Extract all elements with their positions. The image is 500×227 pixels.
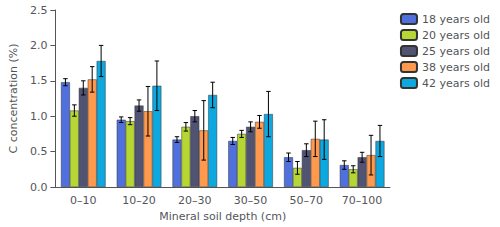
svg-text:0.0: 0.0 — [30, 181, 48, 194]
svg-text:10–20: 10–20 — [122, 194, 156, 207]
svg-text:25 years old: 25 years old — [422, 45, 490, 58]
svg-text:18 years old: 18 years old — [422, 13, 490, 26]
svg-text:42 years old: 42 years old — [422, 77, 490, 90]
svg-text:50–70: 50–70 — [290, 194, 324, 207]
svg-text:30–50: 30–50 — [234, 194, 267, 207]
svg-text:2.0: 2.0 — [30, 39, 48, 52]
svg-text:0.5: 0.5 — [30, 145, 48, 158]
svg-text:70–100: 70–100 — [342, 194, 383, 207]
svg-text:0–10: 0–10 — [70, 194, 97, 207]
svg-text:1.0: 1.0 — [30, 110, 48, 123]
svg-text:C concentration (%): C concentration (%) — [7, 44, 20, 154]
svg-text:2.5: 2.5 — [30, 4, 48, 17]
svg-text:20 years old: 20 years old — [422, 29, 490, 42]
svg-text:20–30: 20–30 — [178, 194, 212, 207]
svg-text:1.5: 1.5 — [30, 74, 48, 87]
svg-text:Mineral soil depth (cm): Mineral soil depth (cm) — [159, 210, 286, 223]
svg-text:38 years old: 38 years old — [422, 61, 490, 74]
